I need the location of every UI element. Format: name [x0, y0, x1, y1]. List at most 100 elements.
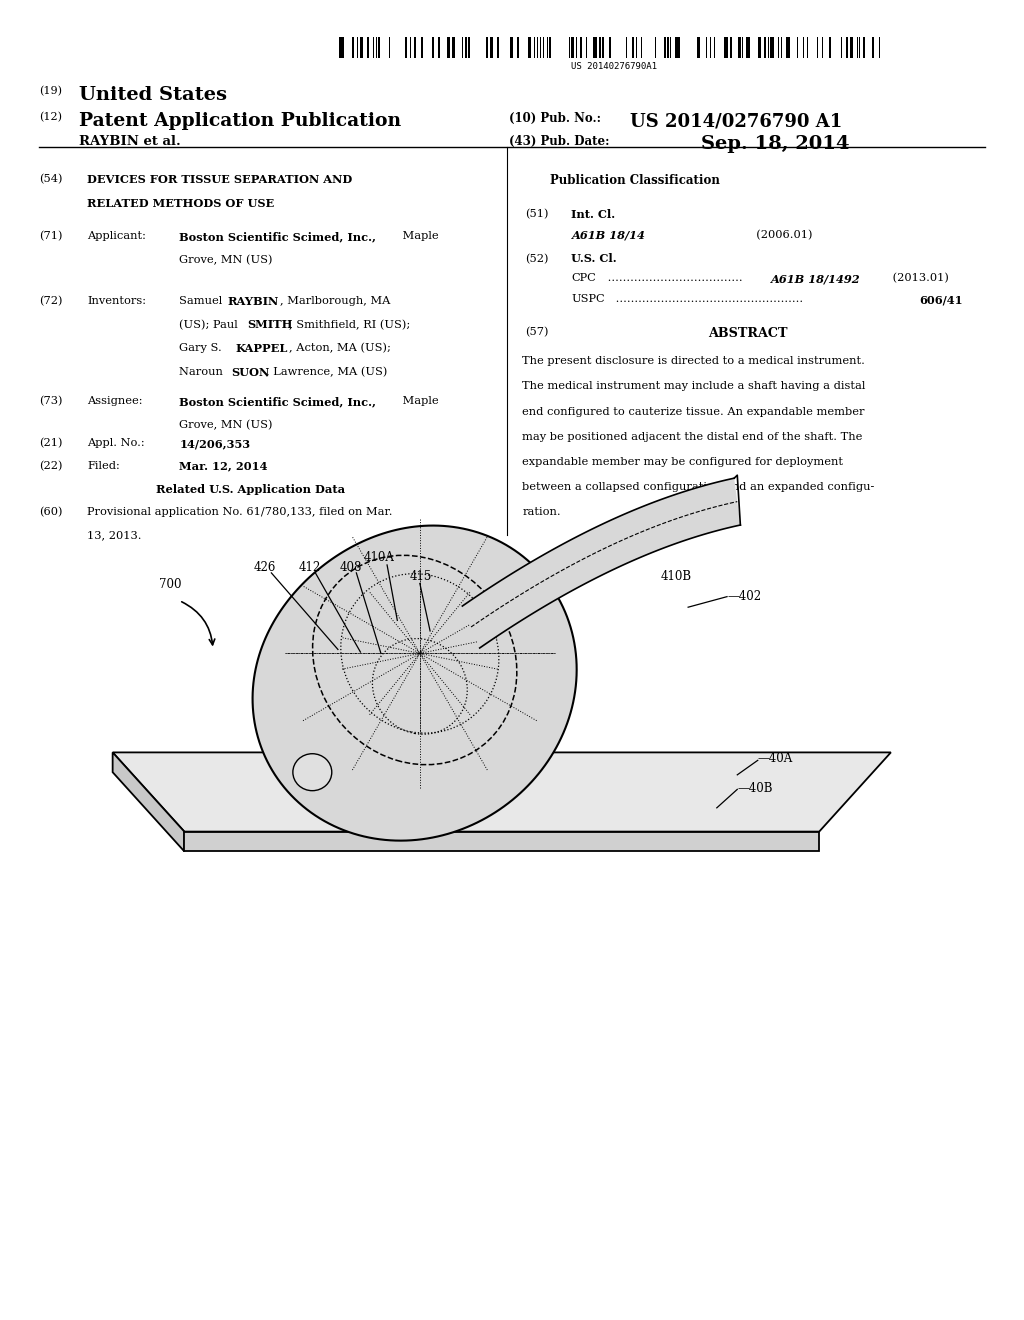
Text: U.S. Cl.: U.S. Cl.	[571, 253, 617, 264]
Text: (54): (54)	[39, 174, 62, 185]
Bar	[567, 37, 568, 58]
Bar	[796, 37, 798, 58]
Text: , Marlborough, MA: , Marlborough, MA	[280, 296, 390, 306]
Polygon shape	[463, 478, 740, 648]
Bar	[498, 37, 500, 58]
Bar	[763, 37, 766, 58]
Bar	[588, 37, 589, 58]
Bar	[654, 37, 655, 58]
Bar	[378, 37, 381, 58]
Text: ....................................: ....................................	[604, 273, 742, 284]
Text: (73): (73)	[39, 396, 62, 407]
Bar	[822, 37, 824, 58]
Text: RELATED METHODS OF USE: RELATED METHODS OF USE	[87, 198, 274, 209]
Bar	[860, 37, 862, 58]
Bar	[471, 37, 473, 58]
Text: The present disclosure is directed to a medical instrument.: The present disclosure is directed to a …	[522, 356, 865, 367]
Text: The medical instrument may include a shaft having a distal: The medical instrument may include a sha…	[522, 381, 865, 392]
Bar	[429, 37, 432, 58]
Bar	[517, 37, 518, 58]
Bar	[538, 37, 539, 58]
Bar	[666, 37, 669, 58]
Bar	[745, 37, 748, 58]
Bar	[360, 37, 366, 58]
Bar	[615, 37, 618, 58]
Bar	[376, 37, 379, 58]
Bar	[489, 37, 492, 58]
Bar	[765, 37, 767, 58]
Text: (10) Pub. No.:: (10) Pub. No.:	[509, 112, 601, 125]
Text: —402: —402	[727, 590, 761, 603]
Bar	[504, 37, 505, 58]
Bar	[628, 37, 631, 58]
Bar	[796, 37, 798, 58]
Bar	[735, 37, 737, 58]
Bar	[778, 37, 779, 58]
Bar	[566, 37, 569, 58]
Text: RAYBIN: RAYBIN	[227, 296, 279, 306]
Bar	[734, 37, 736, 58]
Bar	[452, 37, 453, 58]
Bar	[373, 37, 375, 58]
Bar	[602, 37, 603, 58]
Bar	[766, 37, 768, 58]
Bar	[606, 37, 611, 58]
Bar	[730, 37, 732, 58]
Text: (43) Pub. Date:: (43) Pub. Date:	[509, 135, 609, 148]
Bar	[412, 37, 413, 58]
Bar	[581, 37, 582, 58]
Bar	[550, 37, 551, 58]
Bar	[521, 37, 522, 58]
Text: Mar. 12, 2014: Mar. 12, 2014	[179, 461, 267, 471]
Bar	[749, 37, 751, 58]
Bar	[841, 37, 846, 58]
Bar	[419, 37, 422, 58]
Bar	[887, 37, 890, 58]
Bar	[820, 37, 825, 58]
Bar	[782, 37, 784, 58]
Bar	[543, 37, 544, 58]
Bar	[846, 37, 849, 58]
Text: Gary S.: Gary S.	[179, 343, 225, 354]
Bar	[456, 37, 459, 58]
Bar	[716, 37, 717, 58]
Text: Appl. No.:: Appl. No.:	[87, 438, 144, 449]
Text: (19): (19)	[39, 86, 61, 96]
Bar	[798, 37, 799, 58]
Bar	[784, 37, 785, 58]
Bar	[859, 37, 860, 58]
Bar	[748, 37, 749, 58]
Text: (72): (72)	[39, 296, 62, 306]
Text: USPC: USPC	[571, 294, 605, 305]
Bar	[490, 37, 494, 58]
Bar	[375, 37, 380, 58]
Bar	[528, 37, 531, 58]
Bar	[414, 37, 416, 58]
Text: Provisional application No. 61/780,133, filed on Mar.: Provisional application No. 61/780,133, …	[87, 507, 392, 517]
Bar	[351, 37, 352, 58]
Text: Maple: Maple	[399, 396, 439, 407]
Bar	[468, 37, 470, 58]
Text: 426: 426	[254, 561, 276, 574]
Bar	[534, 37, 537, 58]
Bar	[850, 37, 855, 58]
Text: Naroun: Naroun	[179, 367, 226, 378]
Bar	[357, 37, 358, 58]
Polygon shape	[253, 525, 577, 841]
Text: Applicant:: Applicant:	[87, 231, 145, 242]
Text: 606/41: 606/41	[920, 294, 964, 305]
Bar	[871, 37, 873, 58]
Text: 410B: 410B	[660, 570, 691, 583]
Bar	[784, 37, 790, 58]
Text: Int. Cl.: Int. Cl.	[571, 209, 615, 219]
Text: Sep. 18, 2014: Sep. 18, 2014	[701, 135, 850, 153]
Text: Inventors:: Inventors:	[87, 296, 146, 306]
Bar	[740, 37, 741, 58]
Text: 700: 700	[159, 578, 181, 591]
Bar	[589, 37, 590, 58]
Bar	[770, 37, 773, 58]
Bar	[404, 37, 407, 58]
Bar	[697, 37, 700, 58]
Text: United States: United States	[79, 86, 227, 104]
Bar	[805, 37, 807, 58]
